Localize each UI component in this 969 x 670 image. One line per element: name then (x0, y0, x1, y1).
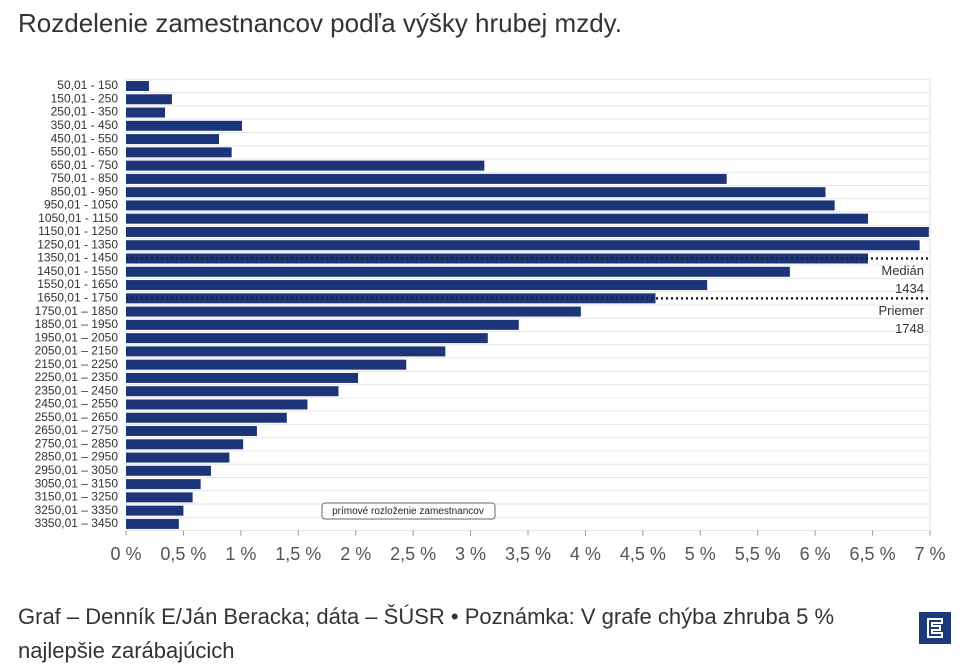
bar (126, 134, 220, 145)
bar (126, 226, 929, 237)
bar (126, 399, 308, 410)
x-tick-label: 4 % (570, 544, 601, 564)
bar (126, 187, 826, 198)
logo-icon (927, 618, 943, 638)
x-tick-label: 1 % (225, 544, 256, 564)
chart: 0 % 0,5 % 1 % 1,5 % 2 % 2,5 % 3 % 3,5 % 4 % 4,5 %… (35, 78, 946, 564)
x-tick-label: 0 % (110, 544, 141, 564)
y-tick-label: 550,01 - 650 (51, 145, 119, 159)
bar (126, 465, 211, 476)
bar (126, 346, 446, 357)
x-tick-label: 7 % (914, 544, 945, 564)
y-tick-label: 1650,01 - 1750 (37, 290, 118, 304)
bar (126, 492, 193, 503)
x-tick-label: 2 % (340, 544, 371, 564)
bar (126, 452, 230, 463)
y-tick-label: 2550,01 – 2650 (35, 410, 119, 424)
logo (919, 612, 951, 644)
y-tick-label: 1250,01 - 1350 (37, 237, 118, 251)
bar (126, 333, 488, 344)
y-tick-label: 3050,01 – 3150 (35, 476, 119, 490)
reference-label: Priemer (878, 303, 924, 318)
y-tick-label: 750,01 - 850 (51, 171, 119, 185)
y-tick-label: 950,01 - 1050 (44, 198, 118, 212)
bar (126, 386, 339, 397)
y-tick-label: 2150,01 – 2250 (35, 357, 119, 371)
y-tick-label: 1350,01 - 1450 (37, 251, 118, 265)
y-tick-label: 1850,01 – 1950 (35, 317, 119, 331)
x-tick-label: 5 % (685, 544, 716, 564)
x-tick-label: 0,5 % (160, 544, 206, 564)
y-tick-label: 450,01 - 550 (51, 131, 119, 145)
bar (126, 160, 485, 171)
y-tick-label: 2350,01 – 2450 (35, 383, 119, 397)
x-tick-label: 6 % (800, 544, 831, 564)
y-tick-label: 350,01 - 450 (51, 118, 119, 132)
y-tick-label: 2650,01 – 2750 (35, 423, 119, 437)
x-tick-label: 2,5 % (390, 544, 436, 564)
x-tick-label: 3 % (455, 544, 486, 564)
bar (126, 200, 835, 211)
reference-label: Medián (881, 263, 924, 278)
reference-value: 1434 (895, 281, 924, 296)
x-tick-label: 5,5 % (735, 544, 781, 564)
bar (126, 94, 172, 105)
bar (126, 359, 407, 370)
y-tick-label: 2750,01 – 2850 (35, 436, 119, 450)
y-tick-label: 2050,01 – 2150 (35, 344, 119, 358)
y-tick-label: 1750,01 – 1850 (35, 304, 119, 318)
bar (126, 518, 179, 529)
y-tick-label: 1950,01 – 2050 (35, 330, 119, 344)
reference-value: 1748 (895, 321, 924, 336)
chart-title: Rozdelenie zamestnancov podľa výšky hrub… (18, 8, 622, 38)
footer: Graf – Denník E/Ján Beracka; dáta – ŠÚSR… (18, 604, 835, 663)
bar (126, 280, 708, 291)
bar (126, 439, 244, 450)
bar (126, 240, 920, 251)
bar (126, 173, 727, 184)
y-tick-label: 650,01 - 750 (51, 158, 119, 172)
y-tick-label: 1450,01 - 1550 (37, 264, 118, 278)
y-tick-label: 2950,01 – 3050 (35, 463, 119, 477)
bar (126, 120, 243, 131)
y-tick-label: 3350,01 – 3450 (35, 516, 119, 530)
x-tick-label: 1,5 % (275, 544, 321, 564)
bar (126, 293, 656, 304)
y-tick-label: 50,01 - 150 (57, 78, 118, 92)
y-tick-label: 1150,01 - 1250 (38, 224, 118, 238)
bar (126, 505, 184, 516)
y-tick-label: 1050,01 - 1150 (38, 211, 118, 225)
bar (126, 412, 287, 423)
legend-label: prímové rozloženie zamestnancov (332, 506, 484, 517)
bar (126, 81, 149, 91)
y-tick-label: 2850,01 – 2950 (35, 450, 119, 464)
y-tick-label: 250,01 - 350 (51, 105, 119, 119)
y-tick-label: 150,01 - 250 (51, 91, 119, 105)
x-tick-label: 4,5 % (620, 544, 666, 564)
bar (126, 213, 868, 224)
bar (126, 426, 257, 437)
bar (126, 266, 790, 277)
bar (126, 306, 581, 317)
legend-box (321, 502, 496, 520)
bar (126, 372, 359, 383)
y-tick-label: 3250,01 – 3350 (35, 503, 119, 517)
y-tick-label: 2450,01 – 2550 (35, 397, 119, 411)
bar (126, 147, 232, 158)
y-tick-label: 3150,01 – 3250 (35, 490, 119, 504)
x-tick-label: 3,5 % (505, 544, 551, 564)
x-tick-label: 6,5 % (850, 544, 896, 564)
bar (126, 107, 166, 118)
bar (126, 479, 201, 490)
y-tick-label: 2250,01 – 2350 (35, 370, 119, 384)
y-tick-label: 1550,01 - 1650 (37, 277, 118, 291)
y-tick-label: 850,01 - 950 (51, 184, 119, 198)
bar (126, 319, 519, 330)
